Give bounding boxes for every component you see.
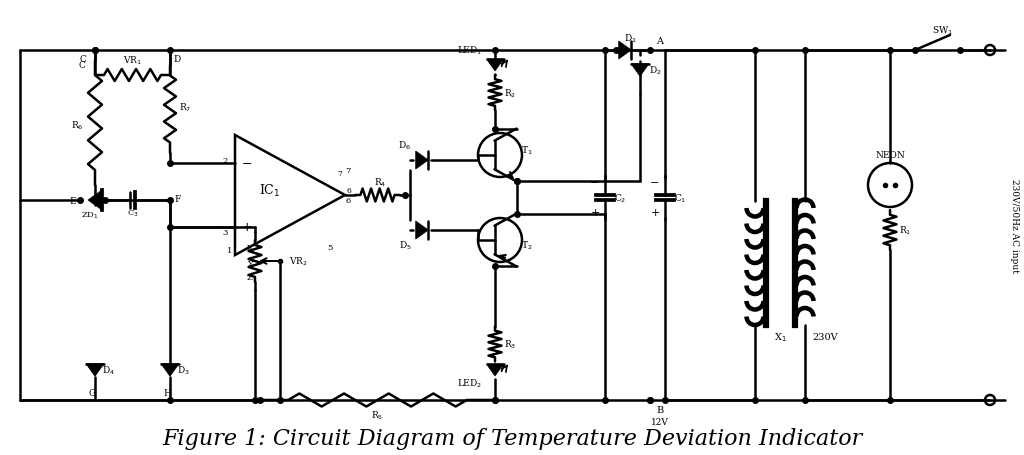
Text: C$_3$: C$_3$: [127, 208, 138, 219]
Text: C: C: [79, 61, 85, 71]
Text: D: D: [173, 55, 180, 63]
Text: LED$_2$: LED$_2$: [458, 377, 482, 389]
Text: Y: Y: [247, 259, 253, 268]
Text: 230V/50Hz AC input: 230V/50Hz AC input: [1011, 179, 1020, 273]
Text: −: −: [650, 178, 659, 188]
Text: D$_6$: D$_6$: [398, 139, 412, 152]
Text: T$_2$: T$_2$: [521, 239, 532, 252]
Text: 230V: 230V: [812, 333, 838, 342]
Text: −: −: [590, 178, 600, 188]
Text: R$_3$: R$_3$: [504, 338, 516, 350]
Text: R$_1$: R$_1$: [899, 224, 911, 237]
Text: +: +: [242, 221, 252, 234]
Text: C$_1$: C$_1$: [674, 192, 686, 204]
Text: R$_4$: R$_4$: [374, 177, 386, 189]
Polygon shape: [486, 60, 504, 72]
Polygon shape: [618, 42, 632, 60]
Text: 6: 6: [345, 197, 350, 205]
Text: X: X: [247, 243, 253, 252]
Text: D$_4$: D$_4$: [101, 364, 115, 376]
Text: C: C: [80, 55, 86, 63]
Text: H: H: [163, 389, 171, 398]
Text: F: F: [175, 194, 181, 203]
Text: 12V: 12V: [651, 418, 669, 427]
Text: ZD$_1$: ZD$_1$: [81, 210, 99, 221]
Text: 6: 6: [346, 187, 351, 195]
Polygon shape: [631, 65, 649, 77]
Text: 2: 2: [222, 157, 227, 165]
Text: SW$_1$: SW$_1$: [932, 25, 953, 37]
Text: 1: 1: [227, 247, 232, 254]
Polygon shape: [86, 364, 104, 376]
Text: LED$_1$: LED$_1$: [458, 45, 482, 57]
Text: T$_1$: T$_1$: [521, 144, 532, 157]
Text: D$_1$: D$_1$: [624, 33, 636, 45]
Polygon shape: [416, 152, 428, 170]
Text: IC$_1$: IC$_1$: [259, 182, 281, 199]
Text: C$_2$: C$_2$: [613, 192, 627, 204]
Text: VR$_2$: VR$_2$: [289, 255, 307, 268]
Text: 5: 5: [328, 243, 333, 252]
Text: −: −: [242, 157, 252, 170]
Text: R$_7$: R$_7$: [179, 101, 191, 113]
Text: +: +: [650, 208, 659, 218]
Text: X$_1$: X$_1$: [774, 331, 786, 344]
Text: D$_3$: D$_3$: [176, 364, 189, 376]
Text: E: E: [70, 196, 77, 205]
Text: +: +: [590, 208, 600, 218]
Text: NEON: NEON: [876, 151, 905, 160]
Text: Figure 1: Circuit Diagram of Temperature Deviation Indicator: Figure 1: Circuit Diagram of Temperature…: [162, 427, 862, 449]
Text: D$_2$: D$_2$: [648, 65, 662, 77]
Polygon shape: [416, 222, 428, 239]
Text: B: B: [656, 405, 664, 415]
Text: R$_5$: R$_5$: [372, 409, 384, 421]
Text: VR$_1$: VR$_1$: [123, 55, 142, 67]
Text: R$_6$: R$_6$: [71, 120, 83, 132]
Text: 7: 7: [345, 167, 350, 175]
Text: R$_2$: R$_2$: [504, 87, 516, 100]
Text: Z: Z: [247, 273, 253, 281]
Polygon shape: [88, 191, 102, 211]
Text: G: G: [88, 389, 95, 398]
Text: 3: 3: [222, 228, 227, 237]
Polygon shape: [486, 364, 504, 376]
Polygon shape: [161, 364, 179, 376]
Text: A: A: [656, 36, 664, 46]
Text: 7: 7: [338, 170, 342, 177]
Text: D$_5$: D$_5$: [398, 239, 412, 252]
